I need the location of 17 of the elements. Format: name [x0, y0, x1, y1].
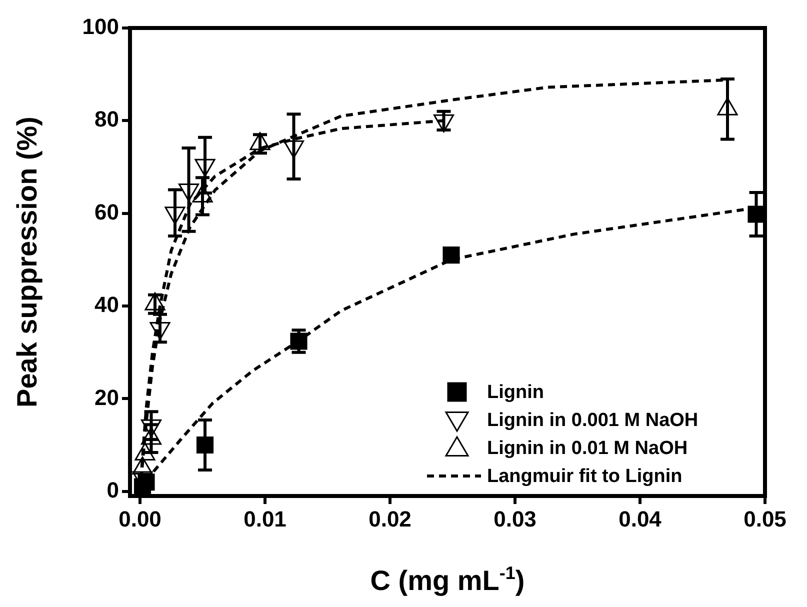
- x-tick-label: 0.03: [494, 506, 536, 532]
- y-tick-label: 60: [94, 199, 119, 224]
- x-tick-label: 0.02: [368, 506, 412, 532]
- legend-label: Lignin in 0.001 M NaOH: [487, 410, 698, 432]
- y-tick-label: 0: [106, 477, 119, 502]
- y-tick-label: 20: [94, 384, 119, 410]
- legend-label: Lignin in 0.01 M NaOH: [487, 438, 688, 460]
- y-tick-label: 100: [82, 14, 119, 40]
- x-tick-label: 0.05: [744, 506, 786, 532]
- y-tick-label: 40: [94, 292, 119, 318]
- legend-label: Lignin: [487, 382, 544, 404]
- legend-label: Langmuir fit to Lignin: [487, 466, 682, 488]
- x-tick-label: 0.04: [618, 506, 662, 532]
- y-axis-title: Peak suppression (%): [12, 116, 43, 408]
- y-tick-label: 80: [94, 106, 119, 132]
- x-tick-label: 0.00: [118, 506, 162, 532]
- x-tick-label: 0.01: [244, 506, 286, 532]
